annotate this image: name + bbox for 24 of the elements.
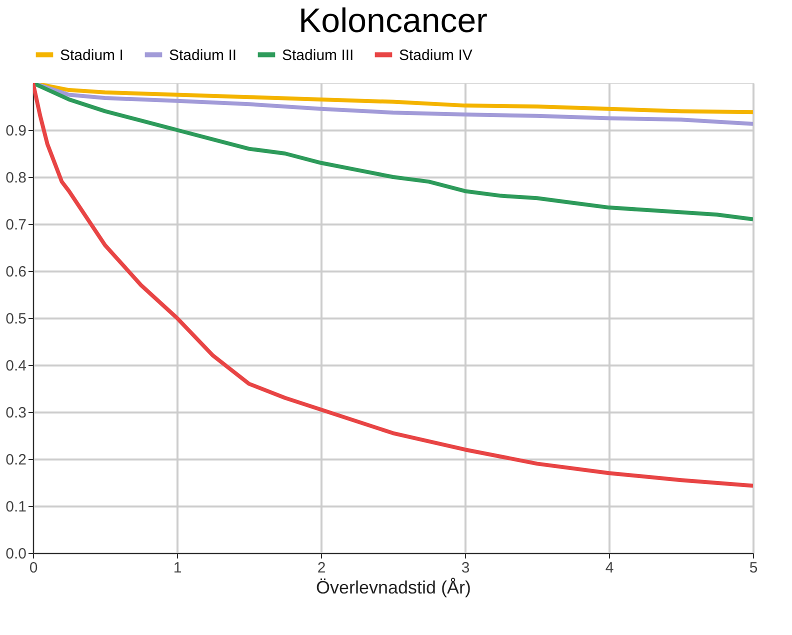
y-tick-label: 0.9 <box>6 122 26 140</box>
x-tick-label: 3 <box>461 560 470 576</box>
x-tick-label: 4 <box>605 560 614 576</box>
x-tick-label: 5 <box>749 560 758 576</box>
y-tick-label: 0.5 <box>6 310 26 328</box>
x-tick-label: 0 <box>29 560 38 576</box>
line-series <box>33 83 753 222</box>
x-tick-label: 1 <box>173 560 182 576</box>
y-tick-label: 0.8 <box>6 170 26 186</box>
chart-title: Koloncancer <box>298 2 488 40</box>
x-tick-label: 2 <box>317 560 326 576</box>
y-tick-label: 0.0 <box>6 546 26 562</box>
legend-label: Stadium I <box>60 46 124 64</box>
x-axis-title: Överlevnadstid (År) <box>316 578 472 598</box>
legend-label: Stadium IV <box>399 46 472 64</box>
y-tick-label: 0.3 <box>6 404 26 422</box>
legend-label: Stadium III <box>282 46 354 64</box>
y-tick-label: 0.7 <box>6 216 26 234</box>
y-tick-label: 0.6 <box>6 264 26 280</box>
y-tick-label: 0.2 <box>6 452 26 468</box>
y-tick-label: 0.1 <box>6 498 26 516</box>
line-series <box>33 83 753 488</box>
legend-label: Stadium II <box>169 46 237 64</box>
y-tick-label: 0.4 <box>6 358 26 374</box>
